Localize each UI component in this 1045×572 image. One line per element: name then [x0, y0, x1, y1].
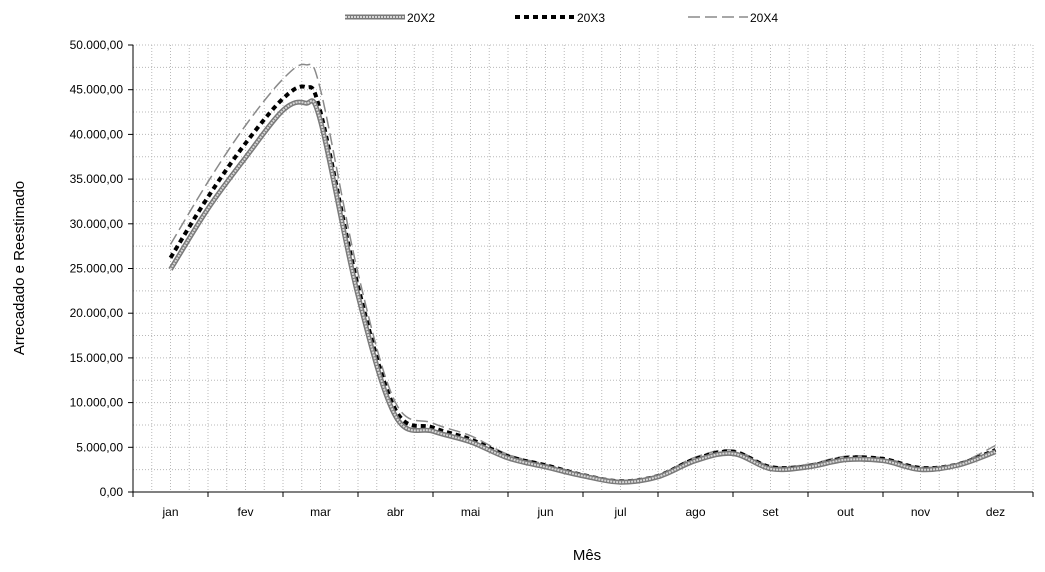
y-tick-label: 15.000,00: [70, 351, 124, 365]
x-tick-label: jan: [161, 505, 178, 519]
x-tick-label: mai: [461, 505, 480, 519]
y-tick-label: 0,00: [100, 485, 124, 499]
x-tick-label: dez: [986, 505, 1005, 519]
y-tick-label: 20.000,00: [70, 306, 124, 320]
x-tick-label: abr: [387, 505, 404, 519]
y-axis-title: Arrecadado e Reestimado: [11, 181, 28, 355]
x-tick-label: jul: [613, 505, 626, 519]
legend-label: 20X4: [750, 11, 778, 25]
y-tick-label: 50.000,00: [70, 38, 124, 52]
x-tick-label: ago: [685, 505, 705, 519]
legend-label: 20X2: [407, 11, 435, 25]
y-tick-label: 25.000,00: [70, 262, 124, 276]
x-tick-label: jun: [536, 505, 553, 519]
series-path: [169, 99, 996, 484]
x-tick-label: mar: [310, 505, 331, 519]
legend-item-20X3: 20X3: [515, 11, 605, 25]
y-tick-label: 10.000,00: [70, 396, 124, 410]
y-tick-label: 35.000,00: [70, 172, 124, 186]
x-tick-label: set: [762, 505, 779, 519]
y-tick-label: 40.000,00: [70, 127, 124, 141]
y-tick-label: 5.000,00: [76, 440, 123, 454]
x-tick-label: fev: [237, 505, 253, 519]
x-tick-label: nov: [911, 505, 930, 519]
legend: 20X2 20X3 20X4: [345, 11, 778, 25]
grid: [132, 44, 1034, 492]
y-tick-label: 30.000,00: [70, 217, 124, 231]
legend-label: 20X3: [577, 11, 605, 25]
series-lines: [168, 63, 997, 485]
legend-item-20X4: 20X4: [688, 11, 778, 25]
y-tick-label: 45.000,00: [70, 83, 124, 97]
axes: 0,00 5.000,00 10.000,00 15.000,00 20.000,00 2…: [70, 38, 1034, 519]
x-tick-label: out: [837, 505, 854, 519]
x-axis-title: Mês: [573, 547, 601, 564]
legend-item-20X2: 20X2: [345, 11, 435, 25]
series-20X2-line: [168, 98, 997, 485]
